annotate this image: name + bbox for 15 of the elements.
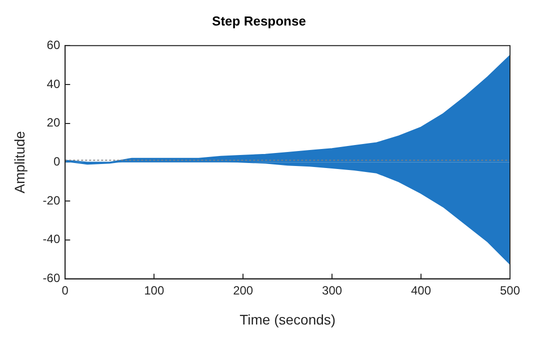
chart-title: Step Response xyxy=(212,13,306,28)
y-tick-label: 0 xyxy=(53,154,60,169)
y-tick-label: -60 xyxy=(42,271,60,286)
y-tick-label: 40 xyxy=(46,76,60,91)
x-tick-label: 500 xyxy=(500,283,520,298)
x-tick-label: 300 xyxy=(322,283,342,298)
y-tick-label: 20 xyxy=(46,116,60,130)
x-tick-label: 200 xyxy=(233,283,254,298)
y-axis-title: Amplitude xyxy=(11,130,28,194)
y-tick-label: -40 xyxy=(42,232,60,246)
x-tick-label: 400 xyxy=(411,283,432,298)
y-tick-label: 60 xyxy=(46,38,60,52)
y-tick-label: -20 xyxy=(42,193,60,208)
x-axis-title: Time (seconds) xyxy=(240,311,336,328)
x-tick-label: 100 xyxy=(144,283,164,298)
